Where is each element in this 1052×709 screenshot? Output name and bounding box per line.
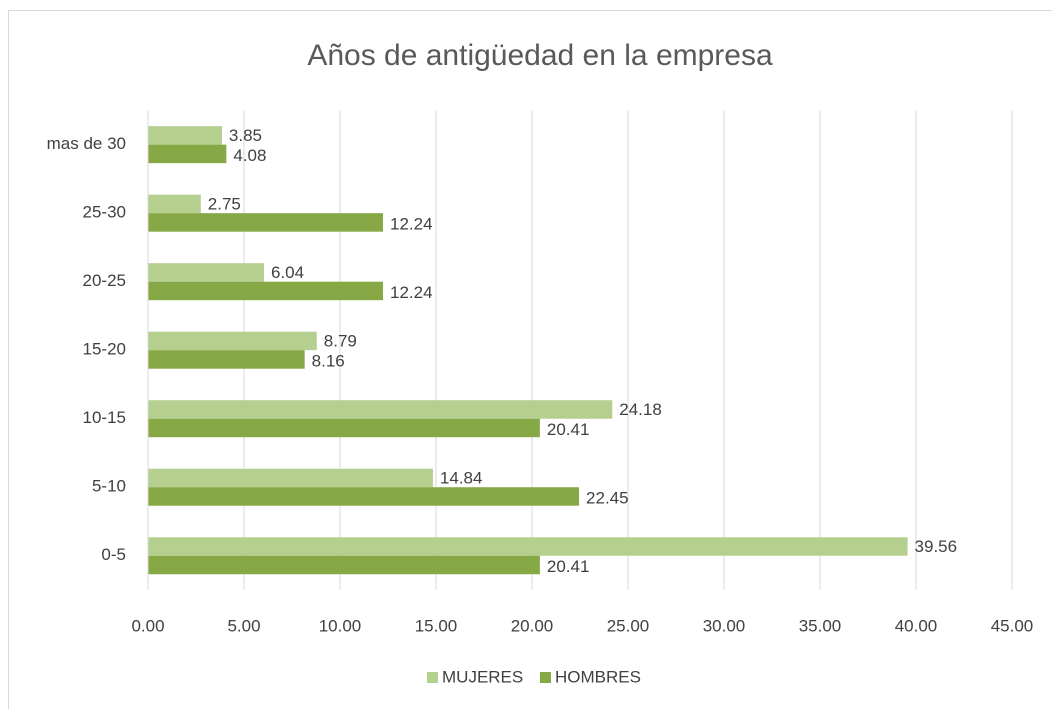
data-label: 20.41 xyxy=(547,420,590,439)
x-tick-label: 20.00 xyxy=(511,616,554,635)
x-tick-label: 10.00 xyxy=(319,616,362,635)
legend-label: HOMBRES xyxy=(555,667,641,686)
bar xyxy=(148,537,908,556)
data-label: 22.45 xyxy=(586,489,629,508)
x-tick-label: 25.00 xyxy=(607,616,650,635)
data-label: 2.75 xyxy=(208,195,241,214)
bar xyxy=(148,468,433,488)
x-tick-label: 45.00 xyxy=(991,616,1034,635)
x-tick-label: 40.00 xyxy=(895,616,938,635)
data-label: 14.84 xyxy=(440,469,483,488)
bar xyxy=(148,331,317,351)
y-tick-label: 5-10 xyxy=(92,477,126,496)
data-label: 8.79 xyxy=(324,332,357,351)
data-label: 3.85 xyxy=(229,126,262,145)
legend-swatch xyxy=(427,672,438,683)
data-label: 24.18 xyxy=(619,400,662,419)
bar xyxy=(148,194,201,214)
x-tick-label: 0.00 xyxy=(131,616,164,635)
data-label: 6.04 xyxy=(271,263,304,282)
bar xyxy=(148,487,580,506)
data-label: 12.24 xyxy=(390,215,433,234)
bar xyxy=(148,213,384,232)
y-tick-label: mas de 30 xyxy=(47,134,126,153)
x-tick-label: 5.00 xyxy=(227,616,260,635)
legend-swatch xyxy=(540,672,551,683)
y-tick-label: 20-25 xyxy=(83,271,126,290)
bar xyxy=(148,350,305,369)
chart-title: Años de antigüedad en la empresa xyxy=(307,39,773,72)
x-tick-label: 30.00 xyxy=(703,616,746,635)
y-tick-label: 0-5 xyxy=(101,545,126,564)
data-label: 39.56 xyxy=(915,537,958,556)
y-tick-label: 25-30 xyxy=(83,203,126,222)
bar xyxy=(148,263,264,282)
x-tick-label: 15.00 xyxy=(415,616,458,635)
bar xyxy=(148,144,227,164)
bar xyxy=(148,418,540,438)
bar xyxy=(148,555,540,575)
data-label: 20.41 xyxy=(547,557,590,576)
y-tick-label: 15-20 xyxy=(83,340,126,359)
data-label: 8.16 xyxy=(312,352,345,371)
x-tick-label: 35.00 xyxy=(799,616,842,635)
bar xyxy=(148,400,613,419)
data-label: 12.24 xyxy=(390,283,433,302)
legend-label: MUJERES xyxy=(442,667,523,686)
data-label: 4.08 xyxy=(233,146,266,165)
bar xyxy=(148,126,222,145)
y-tick-label: 10-15 xyxy=(83,408,126,427)
bar xyxy=(148,281,384,301)
